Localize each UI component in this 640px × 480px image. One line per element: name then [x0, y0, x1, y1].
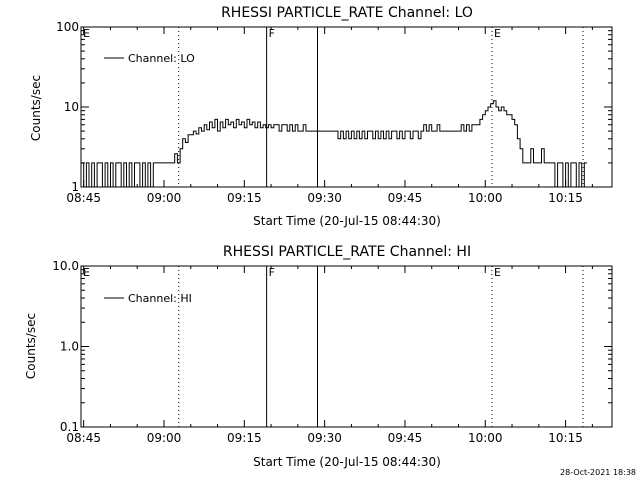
panel-hi-xtick-label: 09:15 — [227, 431, 262, 445]
panel-lo-ytick-label: 100 — [56, 20, 79, 34]
panel-lo-xtick-label: 09:45 — [388, 191, 423, 205]
panel-lo-xtick-label: 09:15 — [227, 191, 262, 205]
panel-hi-marks: 08:45 09:00 09:15 09:30 09:45 10:00 10:15 0.1 1.… — [52, 259, 612, 445]
panel-lo-series-line — [81, 100, 587, 188]
panel-hi-xtick-label: 09:30 — [307, 431, 342, 445]
panel-hi-title: RHESSI PARTICLE_RATE Channel: HI — [223, 244, 471, 260]
panel-hi-ytick-label: 0.1 — [60, 420, 79, 434]
panel-lo-xtick-label: 09:30 — [307, 191, 342, 205]
panel-lo-xtick-label: 08:45 — [66, 191, 101, 205]
panel-hi-frame — [80, 265, 613, 428]
panel-lo-ylabel: Counts/sec — [29, 75, 43, 141]
panel-lo: RHESSI PARTICLE_RATE Channel: LO Counts/… — [29, 5, 613, 228]
panel-hi-xtick-label: 10:15 — [548, 431, 583, 445]
panel-lo-ytick-label: 10 — [64, 100, 79, 114]
panel-hi-legend-label: Channel: HI — [128, 292, 192, 305]
panel-lo-ytick-label: 1 — [71, 180, 79, 194]
panel-hi-marker-label: E — [494, 266, 501, 279]
panel-hi-xtick-label: 08:45 — [66, 431, 101, 445]
panel-lo-marker-label: E — [83, 27, 90, 40]
panel-hi-ytick-label: 10.0 — [52, 259, 79, 273]
panel-lo-xtick-label: 09:00 — [147, 191, 182, 205]
plot-timestamp: 28-Oct-2021 18:38 — [560, 468, 636, 477]
panel-lo-xtick-label: 10:00 — [468, 191, 503, 205]
panel-lo-xlabel: Start Time (20-Jul-15 08:44:30) — [253, 214, 441, 228]
panel-lo-title: RHESSI PARTICLE_RATE Channel: LO — [221, 5, 473, 21]
panel-hi-marker-label: E — [83, 266, 90, 279]
panel-hi-ylabel: Counts/sec — [24, 313, 38, 379]
panel-lo-marker-label: E — [494, 27, 501, 40]
panel-hi: RHESSI PARTICLE_RATE Channel: HI Counts/… — [24, 244, 613, 469]
panel-hi-ytick-label: 1.0 — [60, 340, 79, 354]
panel-lo-marks: 08:45 09:00 09:15 09:30 09:45 10:00 10:15 1 10 10… — [56, 20, 612, 205]
panel-hi-xtick-label: 09:45 — [388, 431, 423, 445]
panel-lo-marker-label: F — [269, 27, 275, 40]
panel-lo-legend-label: Channel: LO — [128, 52, 195, 65]
panel-lo-frame — [80, 26, 613, 188]
panel-hi-xtick-label: 09:00 — [147, 431, 182, 445]
panel-hi-marker-label: F — [269, 266, 275, 279]
panel-hi-xlabel: Start Time (20-Jul-15 08:44:30) — [253, 455, 441, 469]
panel-lo-xtick-label: 10:15 — [548, 191, 583, 205]
panel-hi-xtick-label: 10:00 — [468, 431, 503, 445]
